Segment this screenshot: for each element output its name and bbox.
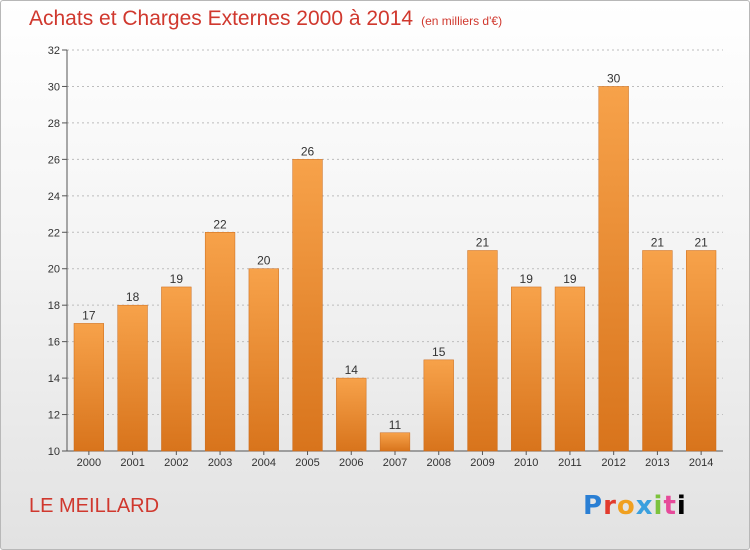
y-tick-label: 12 xyxy=(48,410,60,422)
y-tick-label: 20 xyxy=(48,264,60,276)
unit-text: (en milliers d'€) xyxy=(421,14,503,28)
bar-value-label: 30 xyxy=(607,71,621,85)
labels: 10 12 14 16 18 20 22 24 26 28 30 32 17 2000 18 2001 19 20… xyxy=(48,45,714,469)
y-tick-label: 30 xyxy=(48,81,60,93)
bar-2000 xyxy=(73,323,104,452)
chart-title: Achats et Charges Externes 2000 à 2014 (e… xyxy=(29,7,502,31)
bar-2008 xyxy=(423,359,454,452)
y-tick-label: 14 xyxy=(48,373,60,385)
x-tick-label: 2011 xyxy=(558,457,582,469)
x-tick-label: 2004 xyxy=(252,457,276,469)
bar-value-label: 21 xyxy=(694,236,708,250)
bar-value-label: 20 xyxy=(257,254,271,268)
logo-letter: t xyxy=(663,491,677,521)
logo-letter: P xyxy=(583,491,604,521)
place-name: LE MEILLARD xyxy=(29,495,160,517)
x-tick-label: 2010 xyxy=(514,457,538,469)
x-tick-label: 2009 xyxy=(470,457,494,469)
bar-2012 xyxy=(598,86,629,452)
bar-value-label: 22 xyxy=(213,217,227,231)
bar-value-label: 14 xyxy=(345,363,359,377)
y-tick-label: 24 xyxy=(48,191,60,203)
x-tick-label: 2003 xyxy=(208,457,232,469)
proxiti-logo: Proxiti xyxy=(583,491,687,521)
y-tick-label: 28 xyxy=(48,118,60,130)
y-tick-label: 22 xyxy=(48,227,60,239)
bar-value-label: 21 xyxy=(476,236,490,250)
bar-2013 xyxy=(642,250,673,452)
x-tick-label: 2007 xyxy=(383,457,407,469)
y-tick-label: 10 xyxy=(48,446,60,458)
bar-2001 xyxy=(117,304,148,452)
bar-2004 xyxy=(248,268,279,452)
bar-2009 xyxy=(467,250,498,452)
x-tick-label: 2008 xyxy=(426,457,450,469)
title-text: Achats et Charges Externes 2000 à 2014 xyxy=(29,7,414,30)
bar-2005 xyxy=(292,159,323,452)
x-tick-label: 2001 xyxy=(120,457,144,469)
x-tick-label: 2000 xyxy=(77,457,101,469)
logo-letter: i xyxy=(653,491,664,521)
logo-letter: r xyxy=(603,491,617,521)
bar-2002 xyxy=(161,286,192,452)
logo-letter: i xyxy=(676,491,687,521)
bar-2007 xyxy=(379,432,411,452)
x-tick-label: 2005 xyxy=(295,457,319,469)
bar-2014 xyxy=(686,250,717,452)
bar-value-label: 19 xyxy=(520,272,534,286)
x-tick-label: 2014 xyxy=(689,457,713,469)
bar-2003 xyxy=(204,232,236,452)
bar-value-label: 11 xyxy=(389,418,402,432)
bar-value-label: 15 xyxy=(432,345,446,359)
bar-2010 xyxy=(511,286,542,452)
logo-letter: x xyxy=(635,491,654,521)
y-tick-label: 16 xyxy=(48,337,60,349)
y-tick-label: 26 xyxy=(48,154,60,166)
x-tick-label: 2002 xyxy=(164,457,188,469)
bars xyxy=(73,86,717,452)
bar-2011 xyxy=(554,286,586,452)
bar-value-label: 26 xyxy=(301,144,315,158)
bar-value-label: 17 xyxy=(82,308,96,322)
y-tick-label: 18 xyxy=(48,300,60,312)
bar-value-label: 19 xyxy=(563,272,577,286)
bar-value-label: 21 xyxy=(651,236,665,250)
bar-value-label: 19 xyxy=(170,272,184,286)
x-tick-label: 2013 xyxy=(645,457,669,469)
bar-value-label: 18 xyxy=(126,290,140,304)
logo-letter: o xyxy=(616,491,636,521)
x-tick-label: 2006 xyxy=(339,457,363,469)
bar-2006 xyxy=(336,377,367,452)
y-tick-label: 32 xyxy=(48,45,60,57)
x-tick-label: 2012 xyxy=(601,457,625,469)
